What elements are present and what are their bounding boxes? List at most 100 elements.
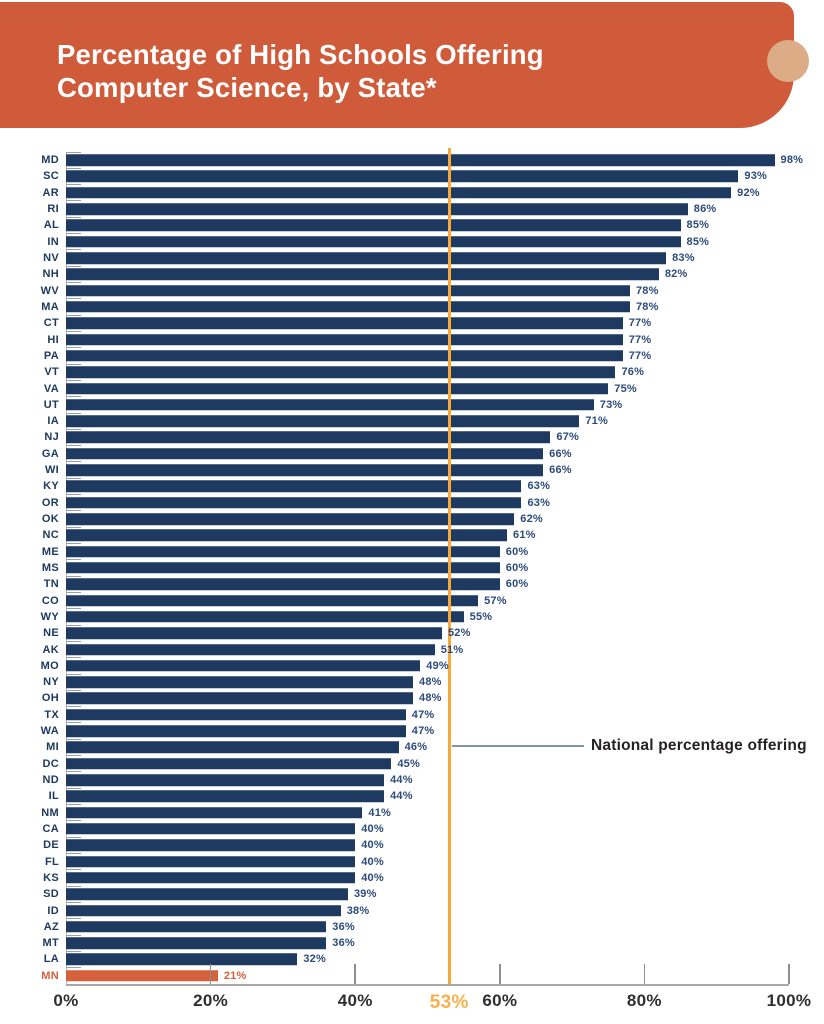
- bar-row: NE 52%: [0, 624, 824, 641]
- bar-row: MS 60%: [0, 559, 824, 576]
- x-axis-tick: [499, 964, 501, 984]
- bar-value-label: 77%: [628, 349, 652, 362]
- category-tick: [66, 950, 81, 952]
- category-tick: [66, 363, 81, 365]
- bar-row: MO 49%: [0, 657, 824, 674]
- bar: [66, 692, 414, 705]
- state-label: PA: [43, 349, 59, 362]
- state-label: CT: [43, 317, 59, 330]
- bar-row: IL 44%: [0, 787, 824, 804]
- bar-row: MN 21%: [0, 967, 824, 984]
- bar-value-label: 21%: [223, 969, 247, 982]
- bar: [66, 578, 500, 591]
- bar: [66, 660, 421, 672]
- state-label: FL: [44, 855, 59, 868]
- category-tick: [66, 967, 81, 969]
- state-label: IN: [47, 235, 59, 248]
- category-tick: [66, 755, 81, 757]
- state-label: CO: [41, 594, 59, 607]
- category-tick: [66, 852, 81, 854]
- bar-row: WY 55%: [0, 608, 824, 625]
- bar-row: VA 75%: [0, 379, 824, 396]
- bar-row: SD 39%: [0, 885, 824, 902]
- bar-row: GA 66%: [0, 445, 824, 462]
- state-label: WA: [40, 725, 59, 738]
- bar-value-label: 93%: [744, 170, 767, 183]
- bar-row: KS 40%: [0, 869, 824, 886]
- bar-row: NC 61%: [0, 526, 824, 543]
- bar-value-label: 40%: [361, 855, 384, 868]
- bar-value-label: 41%: [368, 806, 392, 819]
- bar: [66, 823, 356, 835]
- bar: [66, 268, 659, 281]
- bar-row: CO 57%: [0, 591, 824, 608]
- bar: [66, 219, 681, 232]
- bar-value-label: 44%: [390, 790, 413, 803]
- state-label: AK: [42, 643, 59, 656]
- category-tick: [66, 722, 81, 724]
- state-label: IL: [48, 790, 59, 803]
- category-tick: [66, 820, 81, 822]
- bar-row: AZ 36%: [0, 918, 824, 935]
- bar-value-label: 92%: [737, 186, 760, 199]
- category-tick: [66, 787, 81, 789]
- bar-value-label: 39%: [353, 888, 377, 901]
- x-axis-tick-label: 20%: [193, 991, 229, 1010]
- bar-value-label: 73%: [599, 398, 623, 411]
- bar-row: WA 47%: [0, 722, 824, 739]
- category-tick: [66, 494, 81, 496]
- bar-value-label: 60%: [505, 578, 529, 591]
- bar-value-label: 63%: [527, 496, 551, 509]
- category-tick: [66, 608, 81, 610]
- bar: [66, 496, 522, 509]
- bar: [66, 317, 623, 330]
- bar-value-label: 49%: [426, 659, 449, 672]
- state-label: WV: [40, 284, 59, 297]
- page-title-line2: Computer Science, by State*: [57, 72, 437, 103]
- state-label: RI: [47, 203, 59, 216]
- state-label: ND: [42, 774, 59, 787]
- bar-value-label: 55%: [469, 610, 493, 623]
- category-tick: [66, 673, 81, 675]
- bar-value-label: 40%: [361, 822, 384, 835]
- bar-row: DE 40%: [0, 836, 824, 853]
- state-label: NJ: [44, 431, 59, 444]
- category-tick: [66, 396, 81, 398]
- category-tick: [66, 836, 81, 838]
- decorative-circle: [767, 40, 809, 82]
- bar-row: MA 78%: [0, 298, 824, 315]
- state-label: DE: [43, 839, 59, 852]
- bar-value-label: 67%: [556, 431, 580, 444]
- category-tick: [66, 298, 81, 300]
- bar: [66, 562, 500, 574]
- bar: [66, 643, 435, 656]
- state-label: MA: [41, 300, 59, 313]
- bar-value-label: 75%: [614, 382, 637, 395]
- bar-value-label: 36%: [332, 920, 355, 933]
- bar-row: AL 85%: [0, 216, 824, 233]
- bar-row: ME 60%: [0, 543, 824, 560]
- bar-value-label: 57%: [484, 594, 507, 607]
- category-tick: [66, 510, 81, 512]
- bar-value-label: 48%: [419, 676, 442, 689]
- bar: [66, 431, 551, 444]
- bar-value-label: 66%: [549, 447, 572, 460]
- bar-row: MD 98%: [0, 151, 824, 168]
- bar-row: MT 36%: [0, 934, 824, 951]
- bar-row: RI 86%: [0, 200, 824, 217]
- category-tick: [66, 575, 81, 577]
- category-tick: [66, 526, 81, 528]
- bar: [66, 937, 327, 949]
- bar: [66, 611, 464, 623]
- bar-rows: MD 98% SC 93% AR 92% RI 86% AL 85% IN 85…: [0, 151, 824, 984]
- bar: [66, 154, 775, 166]
- x-axis-tick: [354, 964, 356, 984]
- bar-row: LA 32%: [0, 950, 824, 967]
- bar: [66, 855, 356, 868]
- bar: [66, 333, 623, 346]
- bar-row: TX 47%: [0, 706, 824, 723]
- bar: [66, 839, 356, 852]
- bar-value-label: 82%: [664, 268, 688, 281]
- state-label: MS: [41, 561, 59, 574]
